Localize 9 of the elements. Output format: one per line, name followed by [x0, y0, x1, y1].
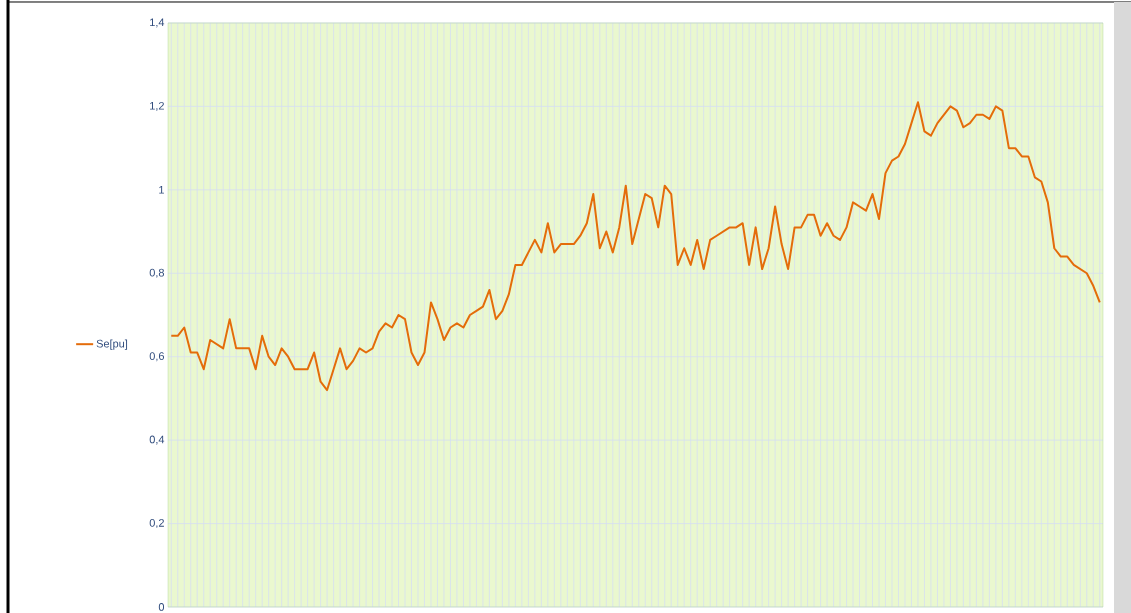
- y-tick-label: 1: [159, 186, 164, 194]
- y-tick-label: 0: [158, 603, 165, 611]
- legend-label: Se[pu]: [96, 339, 128, 350]
- y-tick-label: 0,2: [149, 519, 164, 529]
- y-tick-label: 1,2: [150, 101, 164, 111]
- y-tick-label: 0,4: [149, 435, 165, 445]
- y-tick-label: 0,8: [149, 268, 164, 278]
- y-tick-label: 0,6: [149, 352, 164, 362]
- y-tick-label: 1,4: [150, 18, 165, 28]
